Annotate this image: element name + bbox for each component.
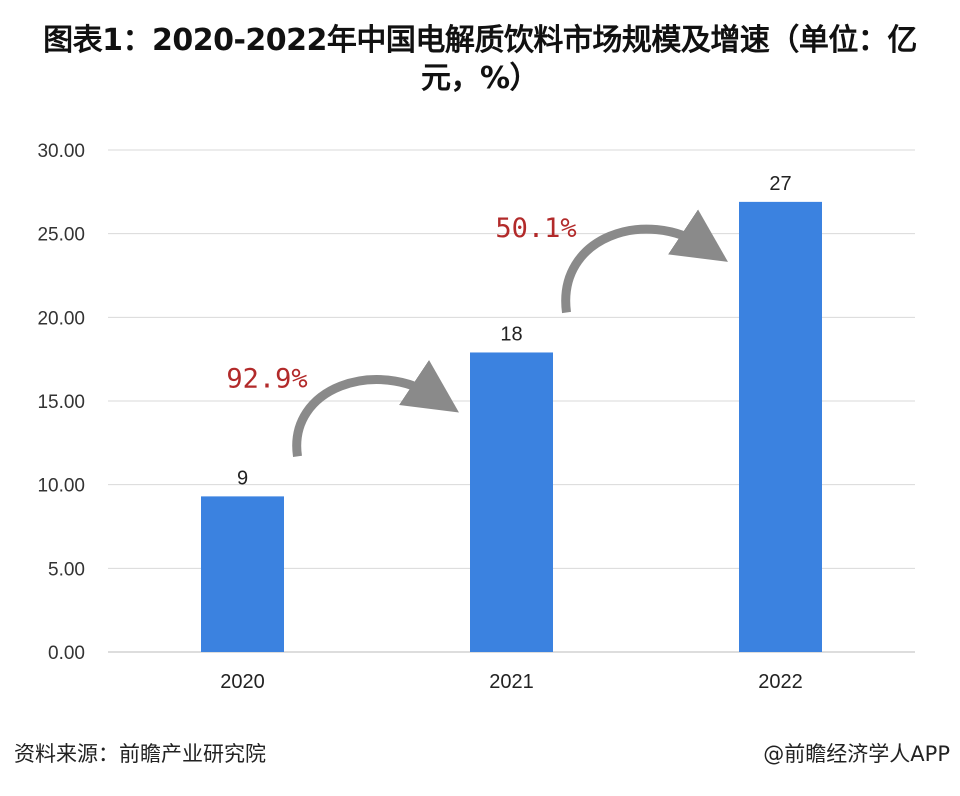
growth-arrow [561, 209, 728, 314]
growth-arrow [292, 360, 459, 458]
y-tick-label: 10.00 [37, 476, 85, 497]
bar-2022 [739, 201, 822, 652]
growth-rate-label: 50.1% [495, 213, 576, 244]
x-tick-label: 2020 [220, 671, 265, 693]
data-label: 9 [237, 467, 248, 489]
y-tick-label: 20.00 [37, 308, 85, 329]
credit-note: @前瞻经济学人APP [763, 742, 950, 766]
y-tick-label: 30.00 [37, 141, 85, 162]
x-tick-label: 2022 [758, 671, 803, 693]
y-tick-label: 15.00 [37, 392, 85, 413]
source-note: 资料来源：前瞻产业研究院 [14, 742, 266, 766]
y-tick-label: 25.00 [37, 225, 85, 246]
y-tick-label: 0.00 [48, 643, 85, 664]
chart-title: 图表1：2020-2022年中国电解质饮料市场规模及增速（单位：亿元，%） [43, 23, 917, 96]
bar-2020 [201, 496, 284, 652]
bar-2021 [470, 352, 553, 652]
growth-rate-label: 92.9% [226, 363, 307, 394]
y-tick-label: 5.00 [48, 559, 85, 580]
x-tick-label: 2021 [489, 671, 534, 693]
data-label: 18 [500, 323, 522, 345]
data-label: 27 [769, 173, 791, 195]
